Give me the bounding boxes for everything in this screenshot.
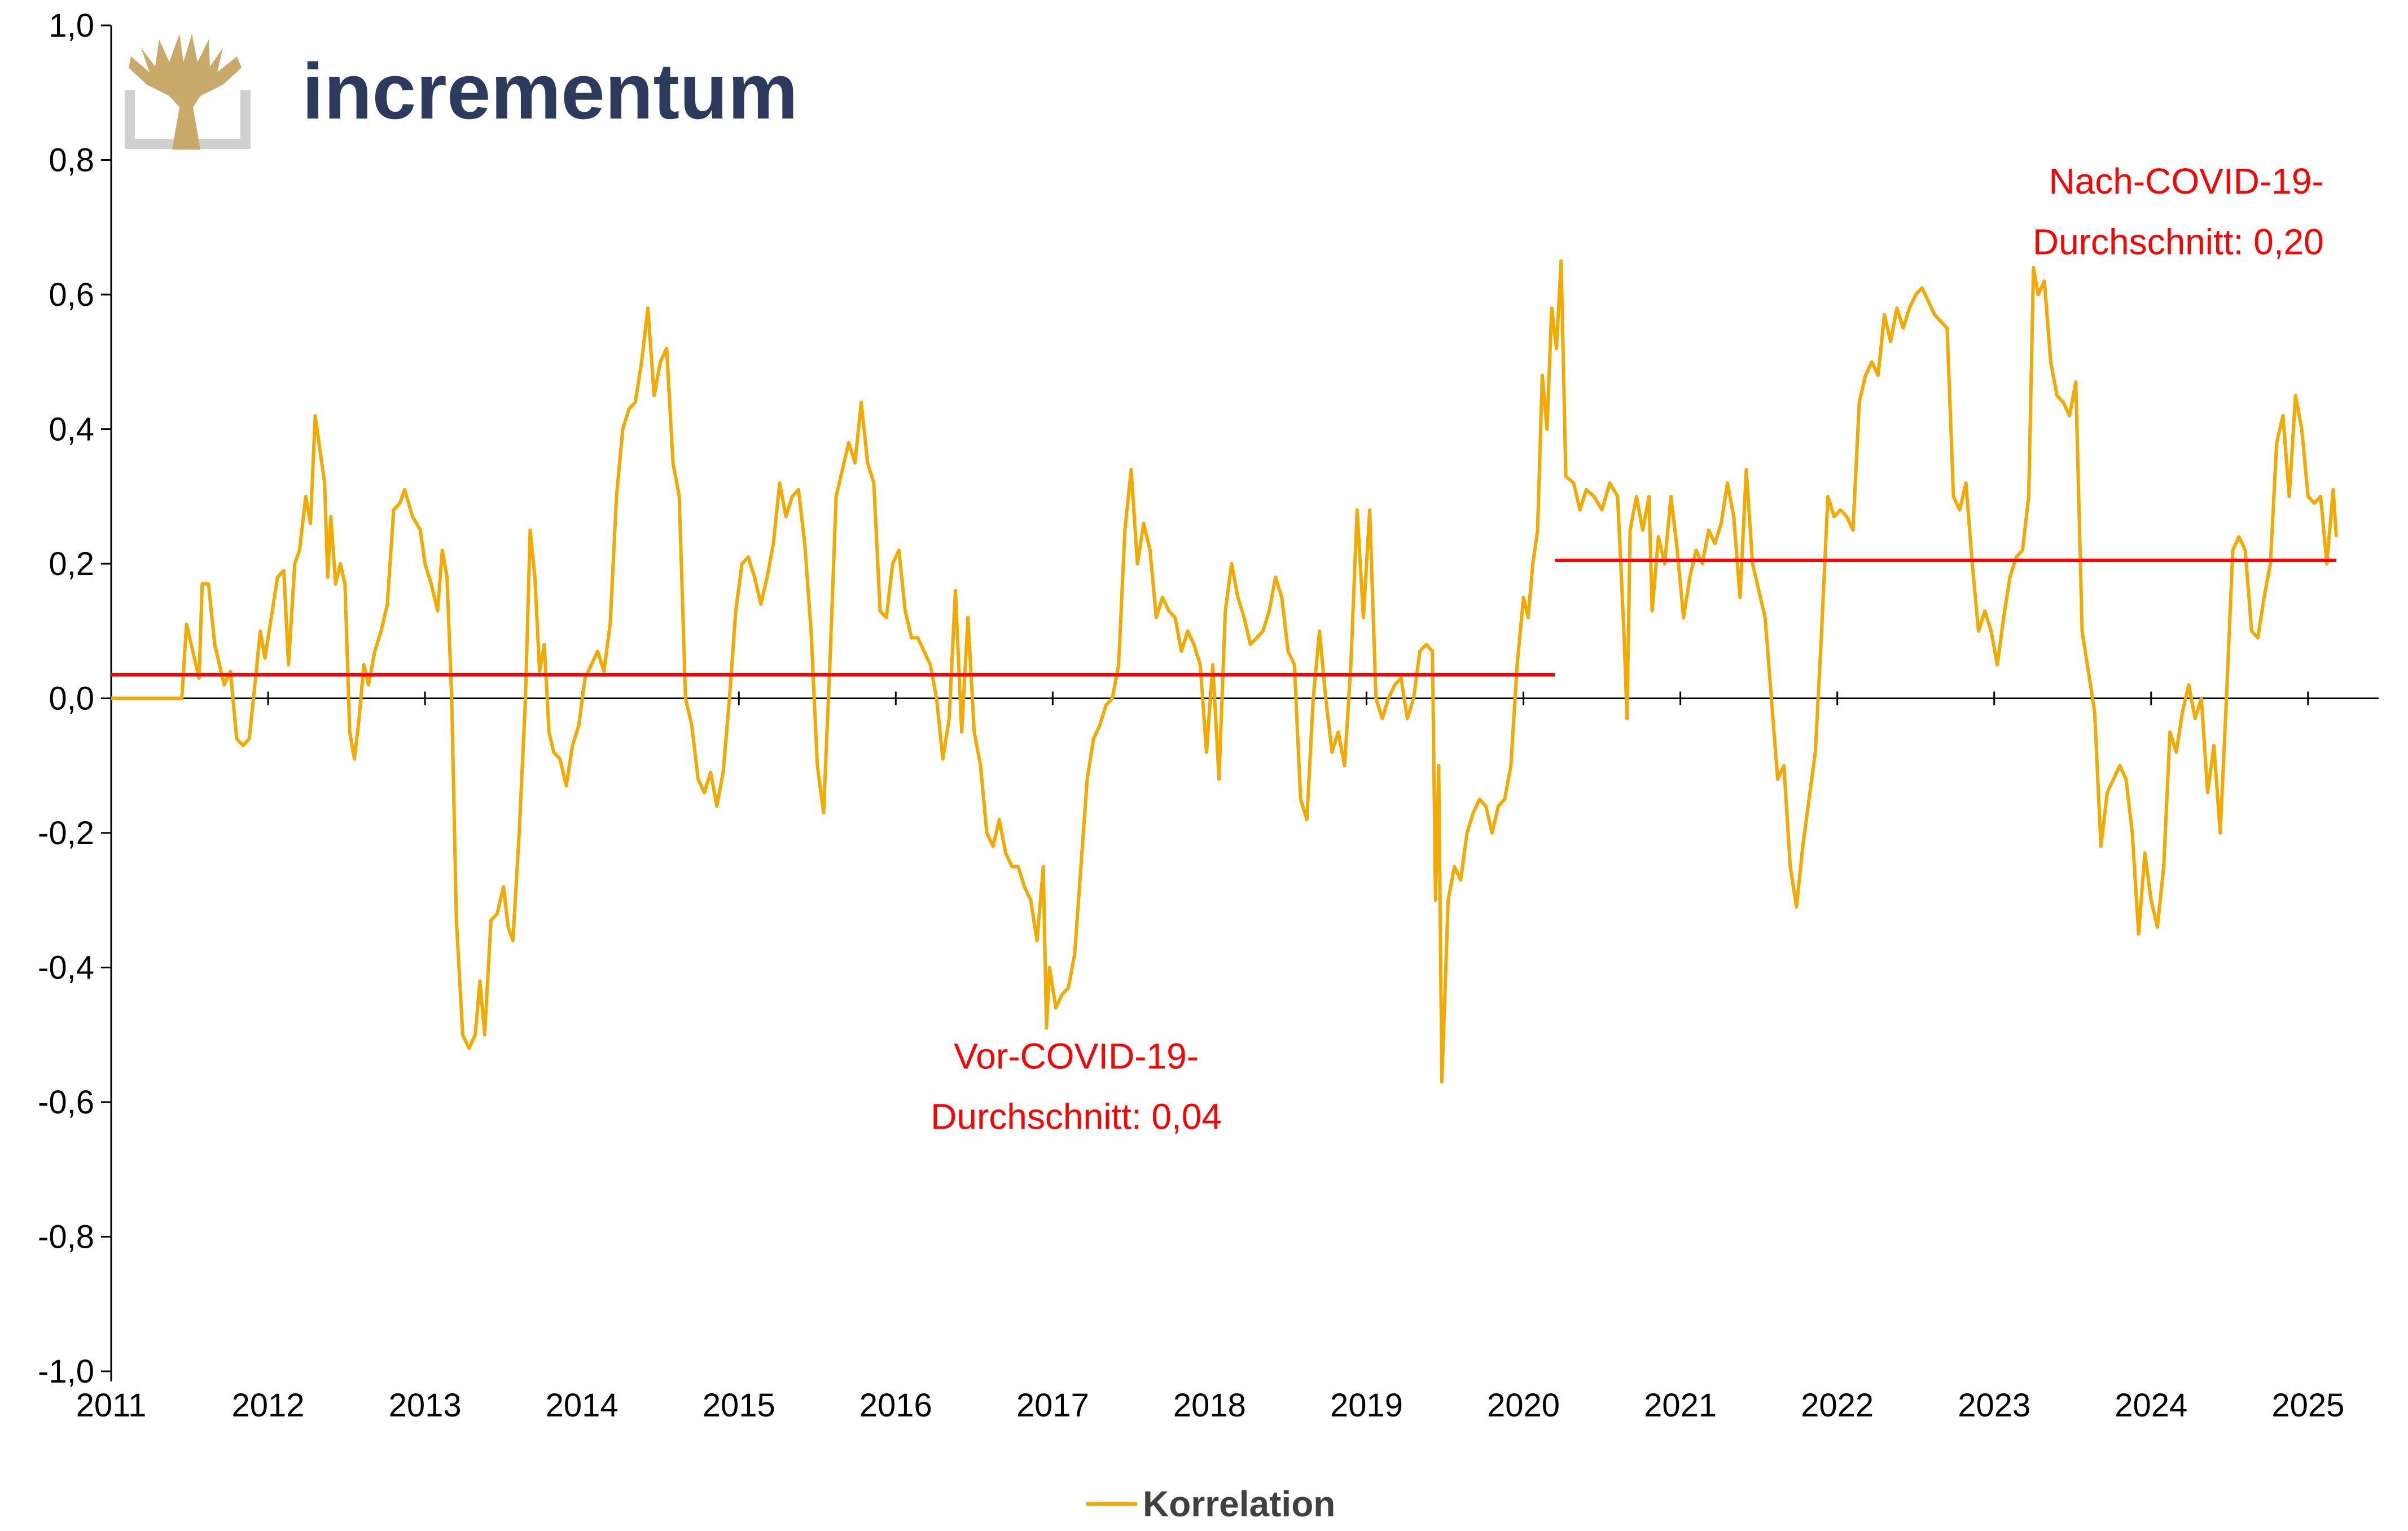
logo-tree [129,34,242,150]
x-tick-label: 2012 [232,1387,305,1424]
x-tick-label: 2020 [1487,1387,1560,1424]
x-tick-marks [110,691,2309,1381]
y-tick-label: 0,8 [49,142,94,179]
y-tick-label: 0,4 [49,411,94,448]
y-tick-labels: 1,0 0,8 0,6 0,4 0,2 0,0 -0,2 -0,4 -0,6 -0,8 -1,0 [38,7,94,1390]
y-tick-label: -0,6 [38,1084,94,1121]
x-tick-label: 2015 [703,1387,775,1424]
annotation-pre-covid-line2: Durchschnitt: 0,04 [931,1096,1222,1137]
y-tick-label: -0,4 [38,950,94,986]
y-tick-label: 0,2 [49,546,94,582]
y-axis-ticks-group [101,24,111,1372]
legend: Korrelation [1086,1484,1335,1524]
x-tick-label: 2018 [1173,1387,1246,1424]
x-tick-label: 2021 [1644,1387,1717,1424]
y-tick-label: -1,0 [38,1353,94,1390]
x-tick-label: 2022 [1801,1387,1874,1424]
annotation-post-covid-line2: Durchschnitt: 0,20 [2033,221,2324,262]
logo: incrementum [125,34,798,150]
x-tick-label: 2011 [76,1387,147,1424]
x-tick-label: 2024 [2115,1387,2187,1424]
series-line-korrelation [111,259,2338,1084]
annotation-pre-covid: Vor-COVID-19- Durchschnitt: 0,04 [931,1036,1222,1137]
x-tick-labels: 2011 2012 2013 2014 2015 2016 2017 2018 2019 2020… [76,1387,2345,1424]
y-tick-label: -0,8 [38,1219,94,1256]
x-tick-label: 2014 [546,1387,619,1424]
x-tick-label: 2023 [1958,1387,2030,1424]
annotation-post-covid-line1: Nach-COVID-19- [2049,161,2323,201]
y-tick-label: -0,2 [38,815,94,852]
y-tick-label: 1,0 [49,7,94,44]
x-tick-label: 2017 [1016,1387,1089,1424]
y-tick-label: 0,0 [49,681,94,717]
tree-logo-icon [125,34,251,150]
x-tick-label: 2013 [389,1387,462,1424]
legend-label-korrelation: Korrelation [1143,1484,1335,1524]
annotation-post-covid: Nach-COVID-19- Durchschnitt: 0,20 [2033,161,2324,262]
x-tick-label: 2016 [859,1387,932,1424]
logo-text: incrementum [302,47,798,135]
annotation-pre-covid-line1: Vor-COVID-19- [954,1036,1199,1076]
y-tick-label: 0,6 [49,277,94,313]
x-tick-label: 2019 [1330,1387,1403,1424]
x-tick-label: 2025 [2271,1387,2344,1424]
